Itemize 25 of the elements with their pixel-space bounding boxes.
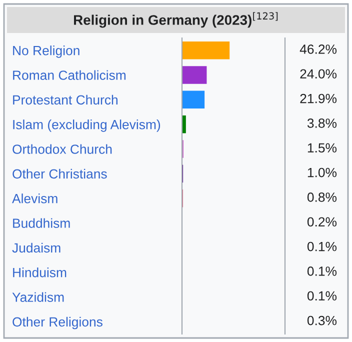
data-label: 24.0% xyxy=(300,69,337,79)
y-tick-label: Orthodox Church xyxy=(12,144,112,154)
data-label: 0.1% xyxy=(307,291,337,301)
y-tick-label: No Religion xyxy=(13,46,80,58)
y-tick-label: Other Christians xyxy=(12,168,107,179)
data-label: 1.0% xyxy=(308,168,337,178)
y-tick-label: Buddhism xyxy=(13,218,70,228)
chart-title: Religion in Germany (2023)$^{[123]}$ xyxy=(74,12,278,28)
data-label: 3.8% xyxy=(307,118,337,128)
y-tick-label: Yazidism xyxy=(12,292,64,302)
y-tick-label: Protestant Church xyxy=(13,94,118,105)
y-tick-label: Islam (excluding Alevism) xyxy=(13,120,160,132)
y-tick-label: Alevism xyxy=(12,194,58,204)
y-tick-label: Roman Catholicism xyxy=(13,70,126,80)
data-label: 1.5% xyxy=(308,143,337,153)
data-label: 0.3% xyxy=(307,316,337,326)
data-label: 21.9% xyxy=(300,94,337,104)
data-label: 0.2% xyxy=(307,217,337,227)
data-label: 0.1% xyxy=(307,242,337,252)
data-label: 0.8% xyxy=(307,192,337,202)
y-tick-label: Judaism xyxy=(12,242,60,253)
data-label: 0.1% xyxy=(307,266,337,276)
y-tick-label: Other Religions xyxy=(12,316,102,330)
data-label: 46.2% xyxy=(300,44,337,54)
y-tick-label: Hinduism xyxy=(13,268,66,278)
